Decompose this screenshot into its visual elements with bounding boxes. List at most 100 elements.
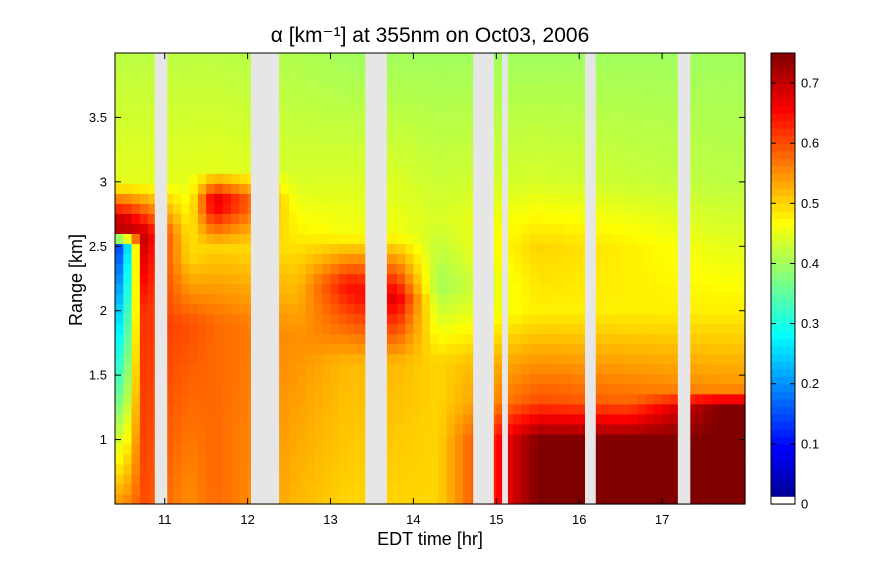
heatmap-cell (181, 493, 191, 505)
heatmap-cell (222, 393, 232, 405)
heatmap-cell (604, 483, 613, 495)
heatmap-cell (388, 283, 398, 295)
heatmap-cell (297, 483, 307, 495)
heatmap-cell (421, 423, 431, 435)
heatmap-cell (231, 483, 240, 495)
heatmap-cell (686, 143, 696, 154)
heatmap-cell (463, 383, 473, 395)
heatmap-cell (728, 453, 738, 465)
heatmap-cell (430, 353, 439, 365)
heatmap-cell (504, 173, 514, 184)
heatmap-cell (164, 73, 174, 84)
heatmap-cell (231, 233, 240, 245)
heatmap-cell (496, 403, 506, 415)
heatmap-cell (148, 353, 158, 365)
heatmap-cell (181, 103, 191, 114)
heatmap-cell (181, 163, 191, 174)
heatmap-cell (305, 143, 315, 154)
heatmap-cell (430, 373, 439, 385)
heatmap-cell (280, 453, 290, 465)
heatmap-cell (620, 193, 630, 204)
heatmap-cell (123, 213, 133, 224)
heatmap-cell (164, 343, 174, 355)
heatmap-cell (512, 413, 522, 425)
heatmap-cell (529, 103, 539, 114)
heatmap-cell (521, 343, 531, 355)
heatmap-cell (388, 273, 398, 285)
heatmap-cell (396, 433, 406, 445)
heatmap-cell (148, 293, 158, 305)
heatmap-cell (628, 193, 638, 204)
heatmap-cell (604, 333, 613, 345)
heatmap-cell (115, 93, 124, 104)
heatmap-cell (164, 83, 174, 94)
heatmap-cell (388, 93, 398, 104)
heatmap-cell (438, 73, 448, 84)
heatmap-cell (670, 73, 680, 84)
colorbar-segment (771, 451, 795, 460)
heatmap-cell (139, 323, 149, 335)
heatmap-cell (189, 443, 199, 455)
heatmap-cell (628, 223, 638, 234)
heatmap-cell (355, 473, 365, 485)
heatmap-cell (496, 433, 506, 445)
heatmap-cell (711, 63, 721, 74)
heatmap-cell (388, 73, 398, 84)
heatmap-cell (438, 193, 448, 204)
heatmap-cell (546, 393, 555, 405)
heatmap-cell (620, 213, 630, 224)
heatmap-cell (537, 233, 547, 245)
heatmap-cell (123, 123, 133, 134)
heatmap-cell (131, 123, 141, 134)
heatmap-cell (521, 383, 531, 395)
heatmap-cell (280, 323, 290, 335)
heatmap-cell (537, 93, 547, 104)
heatmap-cell (413, 93, 423, 104)
heatmap-cell (388, 143, 398, 154)
heatmap-cell (405, 153, 415, 164)
heatmap-cell (728, 373, 738, 385)
heatmap-cell (579, 83, 589, 94)
heatmap-cell (612, 143, 622, 154)
heatmap-cell (430, 293, 439, 305)
heatmap-cell (463, 403, 473, 415)
heatmap-cell (206, 313, 216, 325)
heatmap-cell (562, 243, 572, 255)
heatmap-cell (313, 403, 323, 415)
heatmap-cell (521, 103, 531, 114)
heatmap-cell (438, 163, 448, 174)
heatmap-cell (720, 413, 730, 425)
heatmap-cell (620, 273, 630, 285)
heatmap-cell (662, 193, 671, 204)
colorbar-segment (771, 68, 795, 77)
heatmap-cell (562, 163, 572, 174)
heatmap-cell (496, 153, 506, 164)
heatmap-cell (463, 193, 473, 204)
heatmap-cell (280, 103, 290, 114)
heatmap-cell (595, 113, 605, 124)
heatmap-cell (355, 313, 365, 325)
heatmap-cell (662, 323, 671, 335)
heatmap-cell (139, 333, 149, 345)
heatmap-cell (148, 273, 158, 285)
heatmap-cell (620, 253, 630, 265)
heatmap-cell (703, 383, 713, 395)
heatmap-cell (703, 293, 713, 305)
heatmap-cell (546, 403, 555, 415)
heatmap-cell (628, 83, 638, 94)
heatmap-cell (595, 403, 605, 415)
heatmap-cell (313, 453, 323, 465)
heatmap-cell (637, 63, 647, 74)
heatmap-cell (305, 483, 315, 495)
heatmap-cell (728, 53, 738, 64)
heatmap-cell (189, 353, 199, 365)
heatmap-cell (521, 413, 531, 425)
heatmap-cell (413, 223, 423, 234)
heatmap-cell (637, 253, 647, 265)
heatmap-cell (703, 103, 713, 114)
heatmap-cell (305, 433, 315, 445)
heatmap-cell (405, 103, 415, 114)
heatmap-cell (446, 133, 456, 144)
heatmap-cell (620, 283, 630, 295)
heatmap-cell (222, 283, 232, 295)
